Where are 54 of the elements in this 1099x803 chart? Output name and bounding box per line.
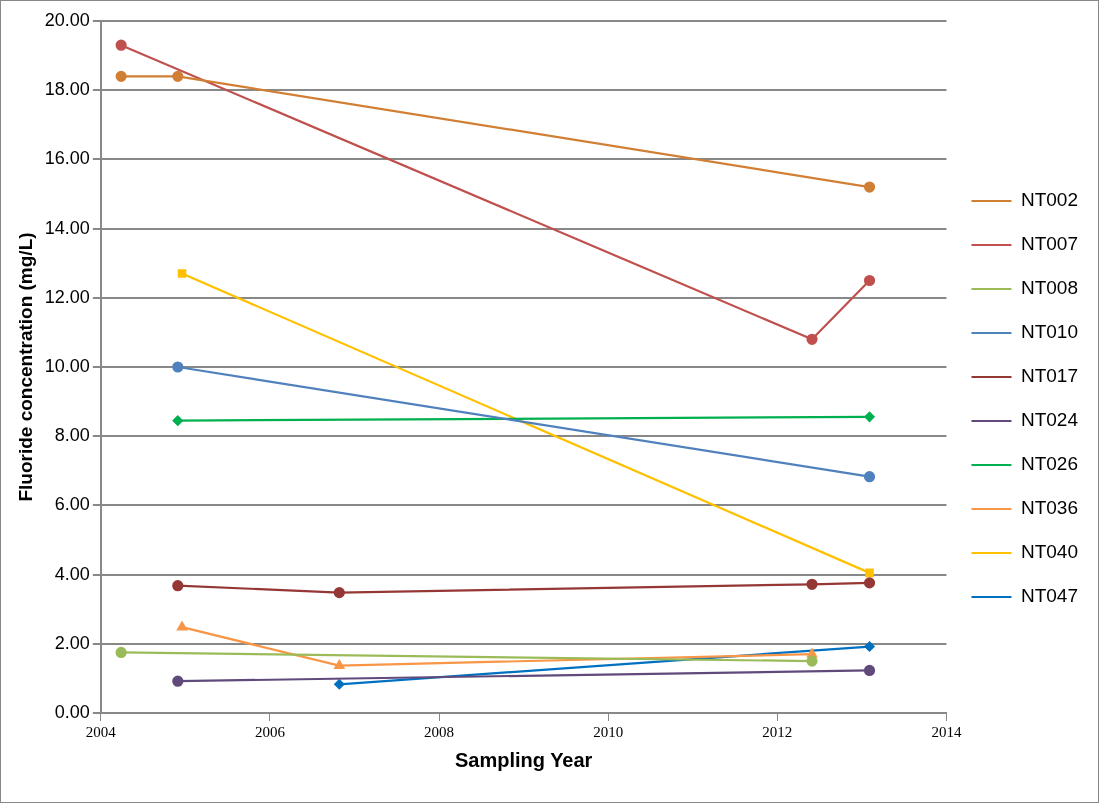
point	[863, 471, 876, 483]
y-tick-label: 14.00	[44, 217, 90, 238]
legend-label: NT040	[1020, 541, 1078, 563]
point	[172, 415, 183, 426]
point	[115, 646, 127, 659]
y-tick-label: 16.00	[44, 148, 90, 169]
legend-label: NT036	[1020, 497, 1078, 519]
legend-label: NT010	[1020, 321, 1078, 343]
y-tick-label: 18.00	[44, 79, 90, 100]
point	[863, 577, 876, 589]
x-tick-label: 2008	[424, 723, 455, 740]
point	[863, 181, 876, 193]
y-tick-label: 12.00	[44, 286, 90, 307]
y-axis-title: Fluoride concentration (mg/L)	[14, 232, 36, 502]
point	[806, 655, 818, 667]
legend-label: NT008	[1020, 277, 1078, 299]
point	[177, 621, 188, 631]
point	[115, 39, 127, 51]
point	[177, 269, 187, 278]
legend-label: NT026	[1020, 453, 1078, 475]
point	[864, 411, 875, 422]
point	[863, 274, 876, 287]
legend-label: NT002	[1020, 189, 1078, 211]
legend-label: NT007	[1020, 233, 1078, 255]
legend-label: NT017	[1020, 365, 1078, 387]
point	[807, 648, 818, 658]
point	[864, 641, 875, 652]
y-tick-label: 6.00	[54, 494, 90, 515]
point	[865, 568, 874, 578]
point	[806, 578, 818, 590]
x-tick-label: 2006	[254, 723, 286, 740]
point	[115, 70, 127, 82]
y-tick-label: 20.00	[44, 9, 90, 30]
point	[172, 580, 184, 592]
point	[334, 679, 345, 690]
y-tick-label: 2.00	[54, 632, 90, 653]
y-tick-label: 4.00	[54, 563, 90, 584]
y-tick-label: 10.00	[44, 355, 90, 376]
x-tick-label: 2004	[85, 723, 117, 740]
point	[806, 333, 818, 345]
point	[334, 660, 345, 669]
x-axis-title: Sampling Year	[454, 748, 593, 771]
x-tick-label: 2014	[931, 723, 962, 740]
point	[333, 586, 345, 599]
x-tick-label: 2012	[762, 723, 793, 740]
x-tick-label: 2010	[593, 723, 624, 740]
legend-label: NT024	[1020, 409, 1079, 431]
legend-label: NT047	[1020, 585, 1078, 607]
point	[172, 675, 184, 687]
y-tick-label: 8.00	[54, 425, 90, 446]
point	[863, 664, 876, 677]
y-tick-label: 0.00	[54, 701, 90, 722]
point	[172, 70, 184, 82]
point	[172, 361, 184, 373]
